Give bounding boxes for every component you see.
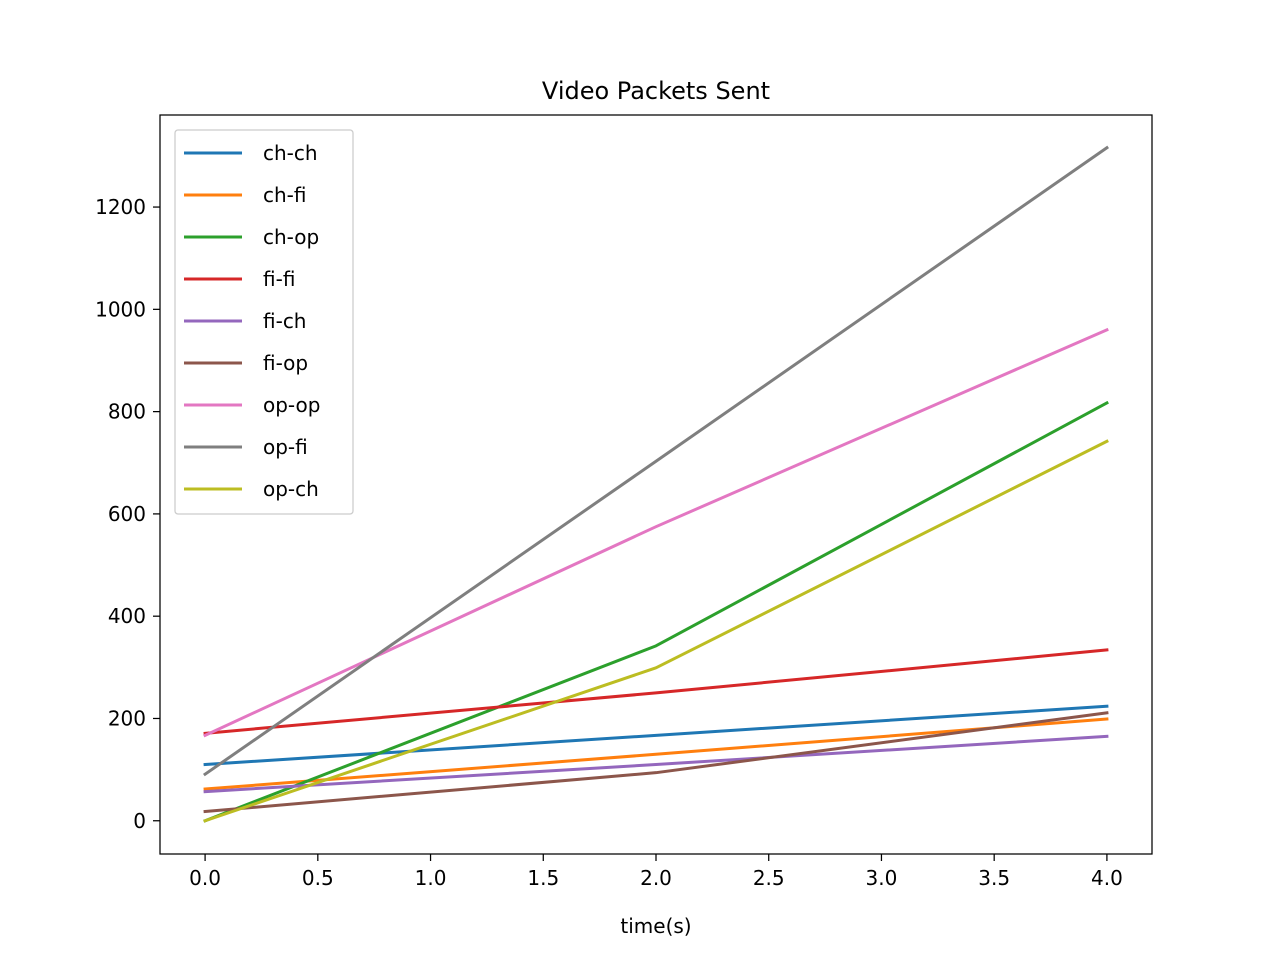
legend-label: fi-op [263, 351, 308, 375]
legend-item-fi-op: fi-op [184, 351, 308, 375]
series-line-ch-ch [203, 704, 1109, 767]
series-line-op-ch [203, 439, 1109, 823]
y-tick-label: 400 [108, 604, 146, 628]
legend-label: op-op [263, 393, 320, 417]
legend-label: fi-fi [263, 267, 295, 291]
legend-label: fi-ch [263, 309, 307, 333]
legend-label: ch-ch [263, 141, 318, 165]
legend-item-ch-ch: ch-ch [184, 141, 318, 165]
y-tick-label: 0 [133, 809, 146, 833]
legend-item-op-fi: op-fi [184, 435, 308, 459]
legend-items: ch-ch ch-fi ch-op fi-fi fi-ch fi-op op-op op-fi… [184, 141, 320, 501]
y-tick-label: 800 [108, 400, 146, 424]
series-line-fi-fi [203, 648, 1109, 735]
x-tick-label: 3.0 [866, 866, 898, 890]
chart-title: Video Packets Sent [542, 77, 770, 105]
series-line-fi-op [203, 711, 1109, 814]
legend-item-ch-fi: ch-fi [184, 183, 307, 207]
legend-item-op-ch: op-ch [184, 477, 319, 501]
y-tick-label: 200 [108, 706, 146, 730]
y-tick-label: 1000 [95, 297, 146, 321]
series-line-op-fi [203, 145, 1109, 777]
x-tick-label: 1.5 [527, 866, 559, 890]
x-tick-label: 4.0 [1091, 866, 1123, 890]
series-line-fi-ch [203, 734, 1109, 794]
series-layer [203, 145, 1109, 823]
legend-label: ch-op [263, 225, 319, 249]
legend-item-ch-op: ch-op [184, 225, 319, 249]
x-axis: 0.0 0.5 1.0 1.5 2.0 2.5 3.0 3.5 4.0 [189, 854, 1123, 890]
legend-label: op-fi [263, 435, 308, 459]
legend-frame [174, 129, 354, 515]
series-line-op-op [203, 327, 1109, 738]
legend-item-fi-fi: fi-fi [184, 267, 295, 291]
series-line-ch-fi [203, 717, 1109, 791]
y-axis: 0 200 400 600 800 1000 1200 [95, 195, 160, 833]
y-tick-label: 1200 [95, 195, 146, 219]
x-tick-label: 3.5 [978, 866, 1010, 890]
legend-item-op-op: op-op [184, 393, 320, 417]
legend-label: ch-fi [263, 183, 307, 207]
legend-label: op-ch [263, 477, 319, 501]
x-tick-label: 2.5 [753, 866, 785, 890]
legend: ch-ch ch-fi ch-op fi-fi fi-ch fi-op op-op op-fi… [174, 129, 354, 515]
y-tick-label: 600 [108, 502, 146, 526]
series-line-ch-op [203, 400, 1109, 823]
x-tick-label: 2.0 [640, 866, 672, 890]
x-tick-label: 1.0 [415, 866, 447, 890]
x-axis-label: time(s) [620, 914, 691, 938]
x-tick-label: 0.5 [302, 866, 334, 890]
x-tick-label: 0.0 [189, 866, 221, 890]
legend-item-fi-ch: fi-ch [184, 309, 307, 333]
